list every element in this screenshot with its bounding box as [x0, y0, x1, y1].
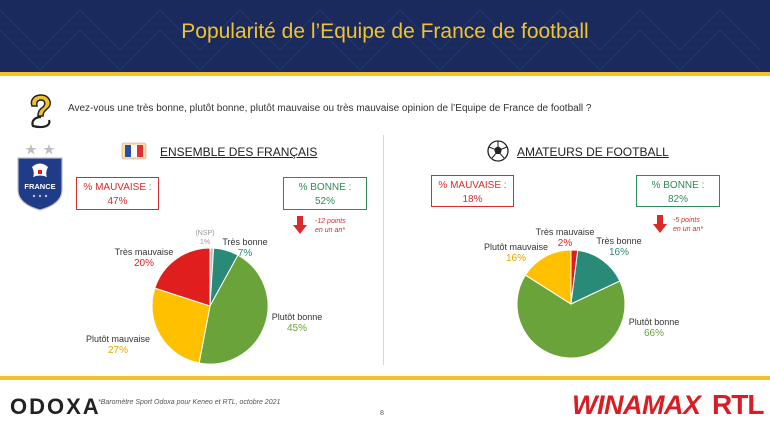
- label-plutot-mauvaise-name: Plutôt mauvaise: [483, 242, 549, 252]
- header-divider: [0, 72, 770, 76]
- source-note: *Baromètre Sport Odoxa pour Keneo et RTL…: [98, 399, 281, 406]
- label-tres-mauvaise-name: Très mauvaise: [535, 227, 595, 237]
- page-number: 8: [380, 410, 384, 417]
- odoxa-logo: ODOXA: [10, 394, 101, 419]
- bad-opinion-box: % MAUVAISE : 18%: [431, 175, 514, 207]
- label-plutot-mauvaise: Plutôt mauvaise 27%: [84, 333, 152, 357]
- survey-question: Avez-vous une très bonne, plutôt bonne, …: [68, 103, 592, 114]
- rtl-logo: RTL: [712, 389, 764, 420]
- label-tres-mauvaise-name: Très mauvaise: [114, 247, 174, 257]
- bad-opinion-box: % MAUVAISE : 47%: [76, 177, 159, 210]
- label-tres-bonne: Très bonne 16%: [591, 235, 647, 259]
- label-plutot-bonne-name: Plutôt bonne: [628, 317, 680, 327]
- bad-opinion-value: 47%: [107, 196, 128, 207]
- good-opinion-label: % BONNE :: [651, 180, 705, 191]
- bad-opinion-label: % MAUVAISE :: [83, 182, 152, 193]
- pie-chart-ensemble: [151, 247, 269, 365]
- label-plutot-mauvaise-value: 27%: [107, 345, 128, 356]
- good-opinion-box: % BONNE : 52%: [283, 177, 367, 210]
- pie-slice-plutot-bonne: [198, 254, 269, 365]
- france-flag-icon: [121, 142, 147, 160]
- panel-title-ensemble: ENSEMBLE DES FRANÇAIS: [160, 145, 318, 159]
- good-opinion-label: % BONNE :: [298, 182, 352, 193]
- pie-chart-amateurs: [516, 249, 626, 359]
- label-tres-mauvaise: Très mauvaise 2%: [533, 226, 597, 250]
- label-tres-bonne-value: 7%: [237, 248, 253, 259]
- label-plutot-bonne: Plutôt bonne 66%: [622, 316, 686, 340]
- label-nsp-name: (NSP): [195, 230, 215, 237]
- pie-slice-tres-mauvaise: [154, 247, 211, 307]
- winamax-logo: WINAMAX: [572, 390, 701, 420]
- label-tres-bonne-name: Très bonne: [222, 237, 268, 247]
- panel-divider: [383, 135, 384, 365]
- panel-title-amateurs: AMATEURS DE FOOTBALL: [517, 145, 669, 159]
- good-opinion-value: 82%: [667, 194, 688, 205]
- bad-opinion-label: % MAUVAISE :: [438, 180, 507, 191]
- label-plutot-bonne-value: 66%: [643, 328, 664, 339]
- crest-text: FRANCE: [24, 182, 55, 191]
- label-tres-mauvaise-value: 20%: [133, 258, 154, 269]
- pie-slice-tres-bonne: [570, 249, 621, 305]
- label-tres-mauvaise-value: 2%: [557, 238, 573, 249]
- label-nsp-value: 1%: [199, 239, 211, 246]
- trend-down-icon: [293, 216, 307, 234]
- label-nsp: (NSP) 1%: [193, 229, 217, 247]
- fff-crest-logo: FRANCE: [17, 144, 63, 211]
- label-tres-mauvaise: Très mauvaise 20%: [112, 246, 176, 270]
- label-tres-bonne-value: 16%: [608, 247, 629, 258]
- pie-slice-plutot-bonne: [516, 274, 626, 359]
- pie-slice-plutot-mauvaise: [524, 249, 572, 305]
- label-plutot-bonne-value: 45%: [286, 323, 307, 334]
- good-opinion-box: % BONNE : 82%: [636, 175, 720, 207]
- good-opinion-value: 52%: [314, 196, 335, 207]
- pie-slice-plutot-mauvaise: [151, 287, 211, 364]
- label-plutot-mauvaise-name: Plutôt mauvaise: [85, 334, 151, 344]
- header-pattern: [0, 9, 761, 71]
- label-tres-bonne-name: Très bonne: [596, 236, 642, 246]
- label-plutot-bonne-name: Plutôt bonne: [271, 312, 323, 322]
- label-plutot-bonne: Plutôt bonne 45%: [265, 311, 329, 335]
- bad-opinion-value: 18%: [462, 194, 483, 205]
- label-tres-bonne: Très bonne 7%: [219, 236, 271, 260]
- trend-text: -5 points en un an*: [673, 217, 703, 233]
- trend-down-icon: [653, 215, 667, 233]
- soccer-ball-icon: [487, 140, 509, 162]
- page-title: Popularité de l’Equipe de France de foot…: [181, 20, 589, 43]
- footer-divider: [0, 376, 770, 380]
- label-plutot-mauvaise: Plutôt mauvaise 16%: [482, 241, 550, 265]
- label-plutot-mauvaise-value: 16%: [505, 253, 526, 264]
- trend-text: -12 points en un an*: [315, 218, 346, 234]
- header-banner: Popularité de l’Equipe de France de foot…: [0, 0, 770, 72]
- question-icon: [30, 94, 51, 129]
